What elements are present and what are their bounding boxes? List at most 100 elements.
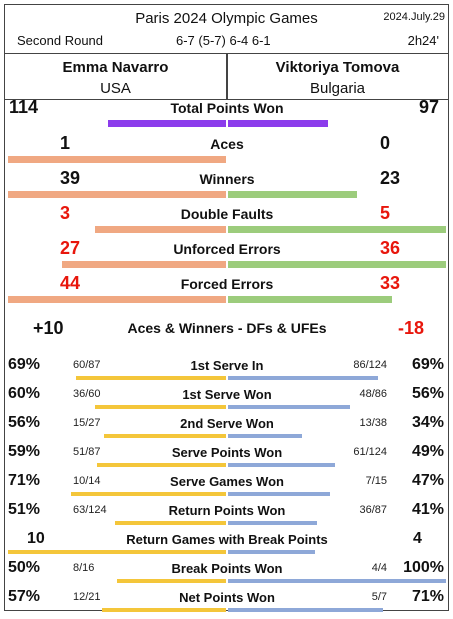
serve-bar-left bbox=[71, 492, 226, 496]
serve-right-pct: 56% bbox=[411, 385, 444, 402]
serve-right-pct: 41% bbox=[411, 501, 444, 518]
serve-left-fraction: 51/87 bbox=[73, 446, 101, 458]
serve-bar-right bbox=[228, 376, 378, 380]
serve-right-fraction: 61/124 bbox=[353, 446, 387, 458]
serve-left-pct: 69% bbox=[8, 356, 41, 373]
stat-bar-left bbox=[8, 296, 226, 303]
serve-bar-right bbox=[228, 579, 446, 583]
stat-bar-left bbox=[62, 261, 226, 268]
stat-label: Double Faults bbox=[180, 206, 274, 222]
serve-stat-label: 1st Serve In bbox=[190, 358, 264, 373]
serve-right-fraction: 48/86 bbox=[359, 388, 387, 400]
serve-left-pct: 10 bbox=[27, 530, 45, 547]
serve-bar-left bbox=[95, 405, 226, 409]
stat-right-value: 33 bbox=[380, 273, 401, 293]
serve-right-pct: 100% bbox=[403, 559, 444, 576]
serve-left-fraction: 36/60 bbox=[73, 388, 101, 400]
round-label: Second Round bbox=[17, 33, 104, 48]
match-score: 6-7 (5-7) 6-4 6-1 bbox=[176, 33, 271, 48]
stat-right-value: 36 bbox=[380, 238, 401, 258]
stat-bar-right bbox=[228, 191, 357, 198]
serve-bar-right bbox=[228, 434, 302, 438]
serve-right-fraction: 4/4 bbox=[371, 562, 387, 574]
serve-right-pct: 34% bbox=[411, 414, 444, 431]
player-left-name: Emma Navarro bbox=[62, 59, 169, 76]
players-divider bbox=[226, 53, 228, 99]
serve-right-pct: 47% bbox=[411, 472, 444, 489]
serve-left-fraction: 12/21 bbox=[73, 591, 101, 603]
match-header: Paris 2024 Olympic Games 2024.July.29 Se… bbox=[5, 5, 448, 54]
stat-bar-right bbox=[228, 120, 328, 127]
player-right-country: Bulgaria bbox=[309, 80, 366, 97]
serve-bar-right bbox=[228, 550, 315, 554]
player-right-name: Viktoriya Tomova bbox=[275, 59, 400, 76]
serve-stat-label: 2nd Serve Won bbox=[180, 416, 274, 431]
serve-bar-left bbox=[115, 521, 226, 525]
stat-bar-right bbox=[228, 226, 446, 233]
serve-left-pct: 57% bbox=[8, 588, 41, 605]
serve-left-fraction: 15/27 bbox=[73, 417, 101, 429]
serve-left-pct: 51% bbox=[8, 501, 41, 518]
serve-bar-left bbox=[8, 550, 226, 554]
stat-bar-left bbox=[8, 156, 226, 163]
serve-bar-right bbox=[228, 405, 350, 409]
serve-bar-left bbox=[97, 463, 226, 467]
event-title: Paris 2024 Olympic Games bbox=[135, 10, 318, 27]
stat-right-value: 5 bbox=[380, 203, 391, 223]
stat-bar-right bbox=[228, 296, 392, 303]
net-right-value: -18 bbox=[398, 318, 425, 338]
serve-left-fraction: 63/124 bbox=[73, 504, 107, 516]
serve-right-pct: 49% bbox=[411, 443, 444, 460]
serve-right-fraction: 13/38 bbox=[359, 417, 387, 429]
match-duration: 2h24' bbox=[407, 33, 439, 48]
serve-bar-right bbox=[228, 608, 383, 612]
stat-label: Total Points Won bbox=[170, 100, 284, 116]
serve-left-pct: 59% bbox=[8, 443, 41, 460]
serve-bar-right bbox=[228, 463, 335, 467]
net-left-value: +10 bbox=[33, 318, 64, 338]
stat-left-value: 1 bbox=[60, 133, 71, 153]
serve-left-fraction: 8/16 bbox=[73, 562, 95, 574]
stat-right-value: 23 bbox=[380, 168, 401, 188]
match-date: 2024.July.29 bbox=[383, 11, 445, 23]
serve-right-pct: 71% bbox=[411, 588, 444, 605]
serve-bar-left bbox=[76, 376, 226, 380]
serve-right-fraction: 5/7 bbox=[371, 591, 387, 603]
stat-bar-right bbox=[228, 261, 446, 268]
serve-left-fraction: 60/87 bbox=[73, 359, 101, 371]
stat-left-value: 44 bbox=[60, 273, 81, 293]
stat-right-value: 0 bbox=[380, 133, 391, 153]
stat-left-value: 39 bbox=[60, 168, 81, 188]
stat-left-value: 3 bbox=[60, 203, 71, 223]
match-stats-card: Paris 2024 Olympic Games 2024.July.29 Se… bbox=[4, 4, 449, 612]
serve-bar-right bbox=[228, 492, 330, 496]
serve-left-pct: 56% bbox=[8, 414, 41, 431]
serve-stat-label: Return Points Won bbox=[168, 503, 286, 518]
players-panel: Emma Navarro USA Viktoriya Tomova Bulgar… bbox=[5, 53, 448, 100]
serve-right-fraction: 36/87 bbox=[359, 504, 387, 516]
serve-left-pct: 71% bbox=[8, 472, 41, 489]
serve-stat-label: Return Games with Break Points bbox=[126, 532, 328, 547]
serve-left-fraction: 10/14 bbox=[73, 475, 101, 487]
serve-stat-label: Break Points Won bbox=[171, 561, 283, 576]
serve-right-pct: 4 bbox=[413, 530, 422, 547]
stat-left-value: 114 bbox=[9, 97, 39, 117]
serve-bar-left bbox=[102, 608, 226, 612]
stat-bar-left bbox=[8, 191, 226, 198]
serve-bar-right bbox=[228, 521, 317, 525]
stat-right-value: 97 bbox=[419, 97, 440, 117]
stat-label: Aces bbox=[210, 136, 244, 152]
serve-stat-label: Net Points Won bbox=[179, 590, 275, 605]
serve-stat-label: 1st Serve Won bbox=[182, 387, 272, 402]
net-label: Aces & Winners - DFs & UFEs bbox=[127, 320, 327, 336]
stat-bar-left bbox=[108, 120, 226, 127]
stat-bar-left bbox=[95, 226, 226, 233]
stat-label: Forced Errors bbox=[180, 276, 274, 292]
stat-left-value: 27 bbox=[60, 238, 81, 258]
serve-bar-left bbox=[104, 434, 226, 438]
serve-right-fraction: 86/124 bbox=[353, 359, 387, 371]
serve-right-fraction: 7/15 bbox=[365, 475, 387, 487]
serve-stat-label: Serve Points Won bbox=[171, 445, 283, 460]
serve-stat-label: Serve Games Won bbox=[170, 474, 284, 489]
serve-left-pct: 60% bbox=[8, 385, 41, 402]
